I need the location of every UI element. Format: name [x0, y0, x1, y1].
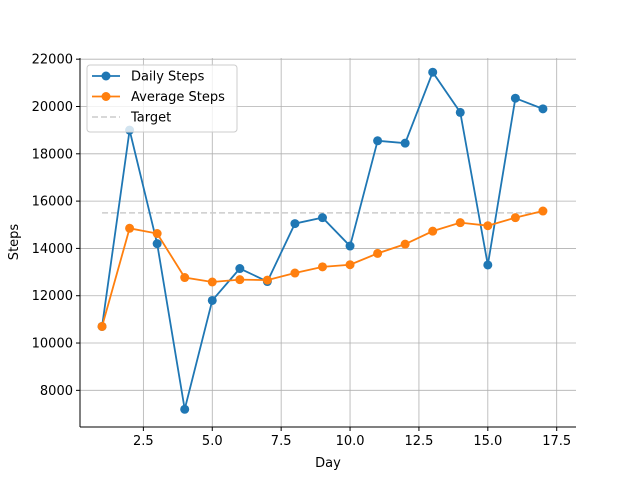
x-tick-label: 10.0: [336, 434, 365, 449]
x-tick-label: 15.0: [473, 434, 502, 449]
data-point: [180, 404, 190, 414]
y-axis-label: Steps: [7, 224, 22, 261]
data-point: [290, 219, 300, 229]
series-average-steps: [97, 206, 548, 331]
data-point: [400, 138, 410, 148]
y-tick-label: 16000: [32, 195, 73, 210]
y-tick-label: 22000: [32, 53, 73, 68]
y-tick-label: 14000: [32, 242, 73, 257]
data-point: [538, 104, 548, 114]
x-tick-label: 17.5: [542, 434, 571, 449]
data-point: [125, 223, 135, 233]
data-point: [345, 241, 355, 251]
legend-swatch-marker: [101, 92, 111, 101]
y-tick-label: 8000: [40, 384, 73, 399]
data-point: [483, 260, 493, 270]
series-group: [97, 67, 548, 414]
x-tick-label: 5.0: [202, 434, 223, 449]
y-tick-label: 12000: [32, 289, 73, 304]
legend-swatch-marker: [101, 71, 111, 81]
data-point: [510, 93, 520, 103]
x-tick-label: 2.5: [133, 434, 154, 449]
data-point: [400, 239, 410, 249]
x-tick-label: 12.5: [404, 434, 433, 449]
data-point: [538, 206, 548, 216]
data-point: [317, 213, 327, 223]
y-tick-label: 18000: [32, 147, 73, 162]
legend-label: Average Steps: [131, 90, 225, 105]
data-point: [345, 260, 355, 270]
x-axis-label: Day: [315, 456, 341, 471]
axes: [79, 58, 576, 428]
data-point: [97, 321, 107, 331]
data-point: [428, 226, 438, 236]
data-point: [455, 107, 465, 117]
legend-label: Target: [130, 111, 171, 126]
legend-label: Daily Steps: [131, 70, 205, 85]
data-point: [207, 277, 217, 287]
data-point: [290, 268, 300, 278]
data-point: [317, 262, 327, 272]
data-point: [373, 136, 383, 146]
y-ticks: 8000 10000 12000 14000 16000 18000 20000 22000: [32, 53, 80, 399]
data-point: [510, 213, 520, 223]
x-tick-label: 7.5: [271, 434, 292, 449]
data-point: [180, 273, 190, 283]
x-ticks: 2.5 5.0 7.5 10.0 12.5 15.0 17.5: [133, 427, 571, 449]
data-point: [152, 239, 162, 249]
grid: [80, 58, 576, 427]
data-point: [455, 218, 465, 228]
data-point: [235, 264, 245, 274]
data-point: [483, 221, 493, 231]
data-point: [235, 275, 245, 285]
y-tick-label: 20000: [32, 100, 73, 115]
legend-frame: [86, 64, 238, 133]
legend: Daily Steps Average Steps Target: [86, 64, 238, 133]
data-point: [207, 295, 217, 305]
y-tick-label: 10000: [32, 337, 73, 352]
data-point: [373, 248, 383, 258]
data-point: [428, 67, 438, 77]
data-point: [262, 275, 272, 285]
data-point: [152, 229, 162, 239]
